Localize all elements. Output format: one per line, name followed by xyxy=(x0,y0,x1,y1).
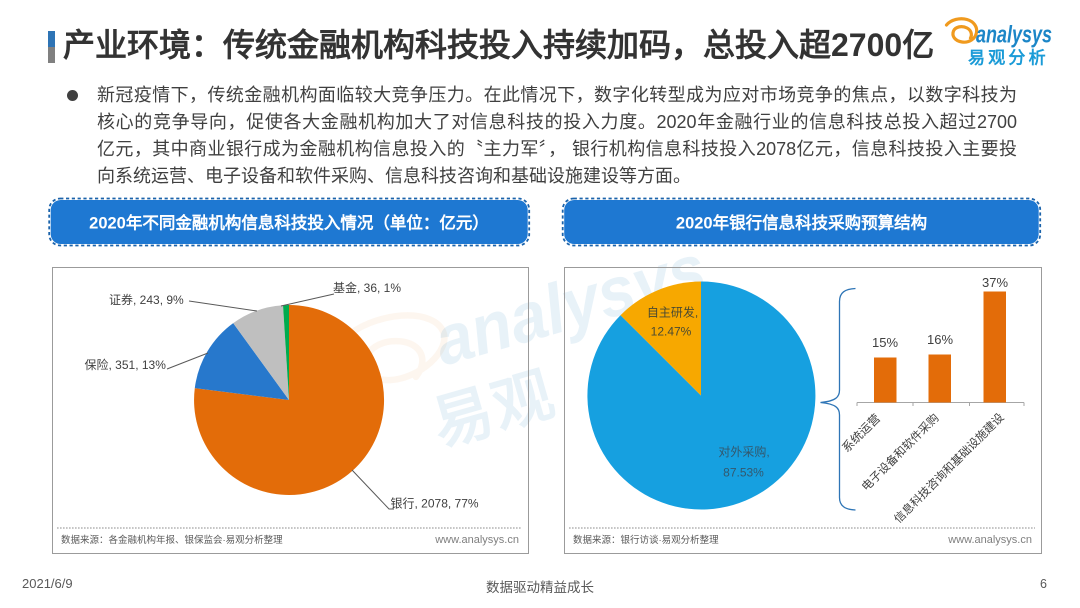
svg-text:保险, 351, 13%: 保险, 351, 13% xyxy=(85,357,167,372)
svg-text:16%: 16% xyxy=(927,332,953,347)
svg-text:证券, 243, 9%: 证券, 243, 9% xyxy=(109,292,184,307)
svg-text:www.analysys.cn: www.analysys.cn xyxy=(434,534,519,546)
svg-text:87.53%: 87.53% xyxy=(723,466,764,480)
svg-text:对外采购,: 对外采购, xyxy=(718,444,769,459)
svg-text:基金, 36, 1%: 基金, 36, 1% xyxy=(333,280,401,295)
svg-text:12.47%: 12.47% xyxy=(651,325,692,339)
svg-text:银行, 2078, 77%: 银行, 2078, 77% xyxy=(391,497,479,511)
svg-text:系统运营: 系统运营 xyxy=(839,411,883,455)
svg-text:2020年银行信息科技采购预算结构: 2020年银行信息科技采购预算结构 xyxy=(676,213,927,233)
svg-text:37%: 37% xyxy=(982,275,1008,290)
svg-text:易观分析: 易观分析 xyxy=(968,48,1049,68)
svg-text:analysys: analysys xyxy=(976,22,1052,49)
svg-text:15%: 15% xyxy=(872,335,898,350)
svg-text:自主研发,: 自主研发, xyxy=(647,305,698,320)
svg-text:信息科技咨询和基础设施建设: 信息科技咨询和基础设施建设 xyxy=(891,410,1007,526)
svg-text:2020年不同金融机构信息科技投入情况（单位：亿元）: 2020年不同金融机构信息科技投入情况（单位：亿元） xyxy=(89,213,489,233)
svg-text:数据来源：各金融机构年报、银保监会·易观分析整理: 数据来源：各金融机构年报、银保监会·易观分析整理 xyxy=(61,534,283,546)
svg-text:数据来源：银行访谈·易观分析整理: 数据来源：银行访谈·易观分析整理 xyxy=(573,534,719,546)
svg-text:www.analysys.cn: www.analysys.cn xyxy=(947,534,1032,546)
